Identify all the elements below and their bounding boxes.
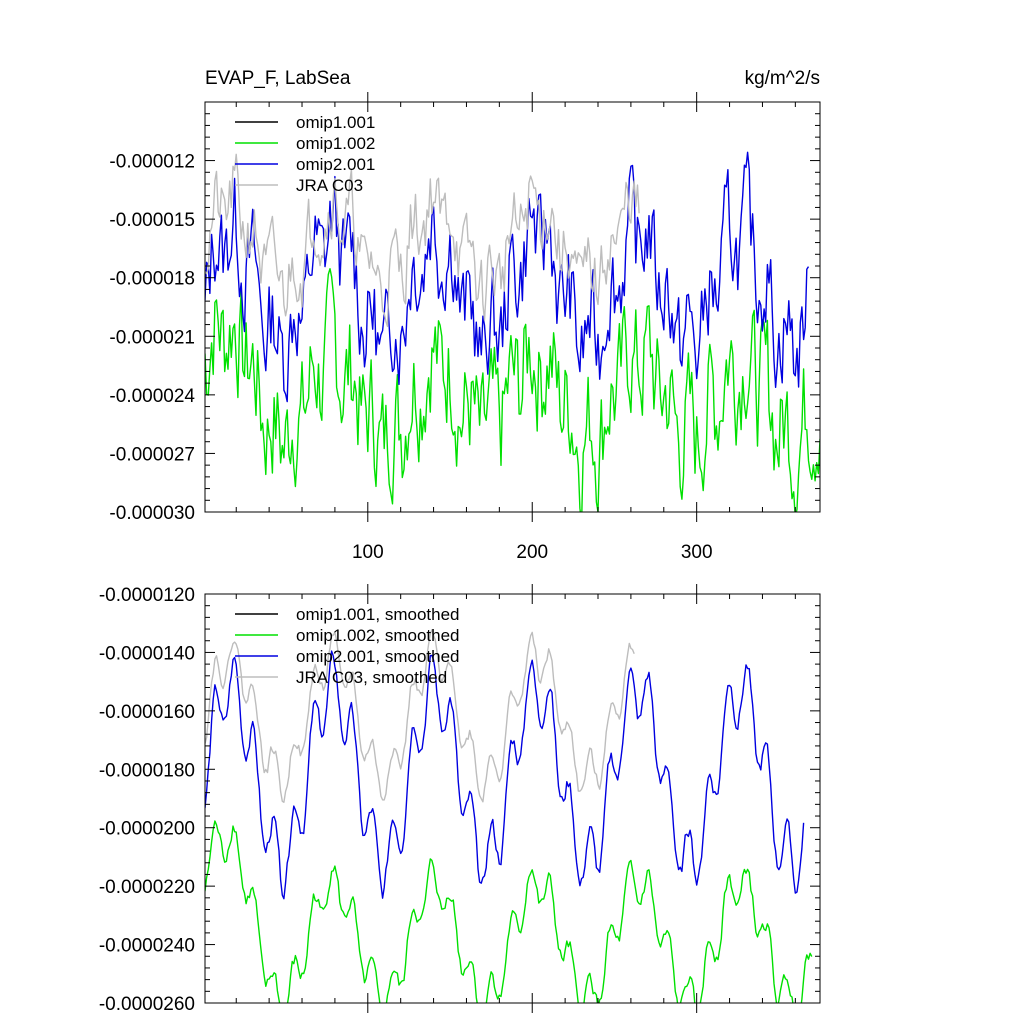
y-tick-label: -0.0000120	[99, 585, 195, 606]
y-tick-label: -0.000015	[109, 210, 195, 231]
y-tick-label: -0.0000160	[99, 702, 195, 723]
legend-label: omip2.001, smoothed	[296, 647, 460, 666]
legend-label: omip2.001	[296, 155, 375, 174]
y-tick-label: -0.0000240	[99, 936, 195, 957]
series-line-4	[205, 629, 635, 803]
y-tick-label: -0.0000220	[99, 877, 195, 898]
legend-label: omip1.002	[296, 134, 375, 153]
series-lines	[205, 151, 820, 512]
legend-label: omip1.002, smoothed	[296, 626, 460, 645]
series-line-2	[205, 268, 820, 512]
series-line-3	[205, 650, 805, 900]
x-tick-label: 200	[516, 542, 548, 563]
legend-label: omip1.001	[296, 113, 375, 132]
top-panel: -0.000030 -0.000027 -0.000024 -0.000021 -0.0…	[109, 68, 821, 563]
legend: omip1.001 omip1.002 omip2.001 JRA C03	[235, 113, 375, 195]
y-tick-label: -0.0000180	[99, 760, 195, 781]
series-lines	[205, 629, 813, 1003]
legend: omip1.001, smoothed omip1.002, smoothed om…	[235, 605, 460, 687]
chart-units-label: kg/m^2/s	[745, 68, 820, 89]
series-line-4	[205, 153, 640, 328]
legend-label: omip1.001, smoothed	[296, 605, 460, 624]
y-tick-label: -0.0000260	[99, 994, 195, 1015]
y-tick-label: -0.000012	[109, 152, 195, 173]
y-tick-label: -0.000027	[109, 444, 195, 465]
x-tick-label: 100	[352, 542, 384, 563]
legend-label: JRA C03	[296, 176, 363, 195]
y-tick-label: -0.000024	[109, 386, 195, 407]
y-tick-label: -0.000018	[109, 269, 195, 290]
chart-title-left: EVAP_F, LabSea	[205, 68, 351, 89]
legend-label: JRA C03, smoothed	[296, 668, 447, 687]
x-tick-label: 300	[681, 542, 713, 563]
y-tick-label: -0.000021	[109, 327, 195, 348]
y-tick-label: -0.0000200	[99, 819, 195, 840]
series-line-2	[205, 820, 813, 1003]
bottom-panel: -0.0000260 -0.0000240 -0.0000220 -0.0000200…	[99, 584, 821, 1015]
y-tick-label: -0.000030	[109, 503, 195, 524]
plot-frame	[204, 593, 821, 1004]
series-line-3	[205, 151, 810, 403]
plot-frame	[204, 101, 821, 513]
y-tick-label: -0.0000140	[99, 643, 195, 664]
